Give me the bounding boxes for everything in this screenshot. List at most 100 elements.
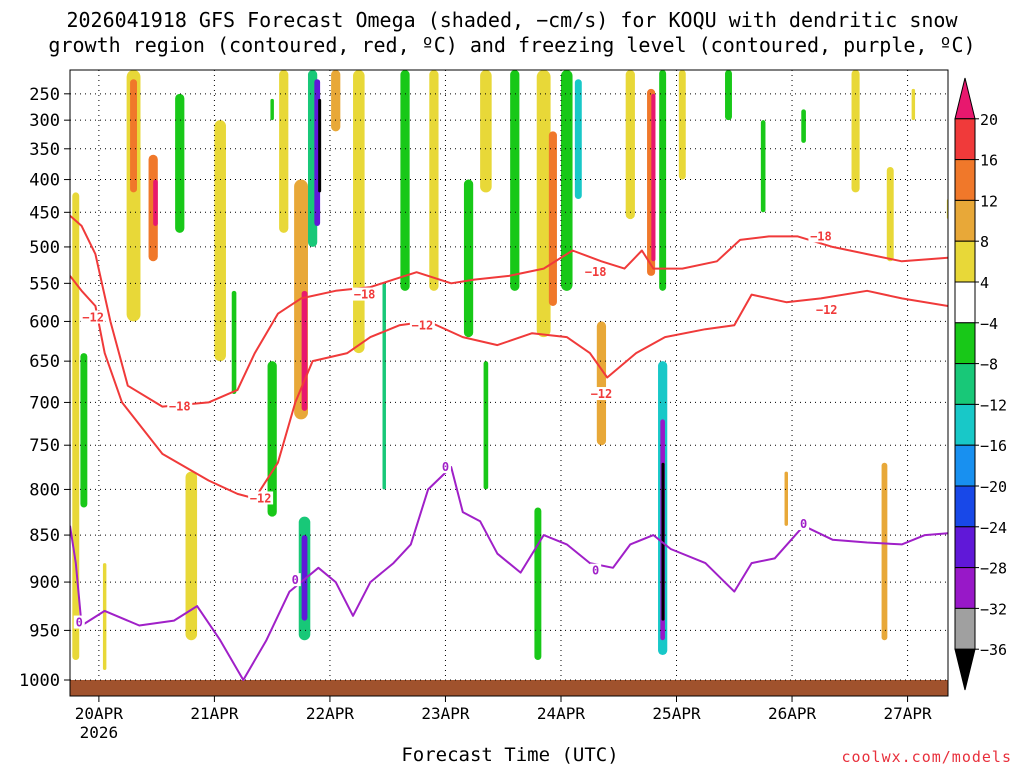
contour-label: −12	[816, 303, 838, 317]
y-tick-label: 750	[29, 436, 60, 456]
chart-title: 2026041918 GFS Forecast Omega (shaded, −…	[0, 8, 1024, 58]
omega-cell	[534, 507, 542, 661]
colorbar-label: −8	[980, 356, 998, 374]
omega-cell	[102, 563, 107, 670]
contour-label: −18	[585, 265, 607, 279]
colorbar-label: −36	[980, 641, 1007, 659]
omega-cell	[301, 535, 308, 621]
colorbar-label: −24	[980, 519, 1007, 537]
contour-label-bg	[808, 229, 834, 243]
x-tick-label: 24APR	[537, 704, 586, 723]
omega-cell	[851, 70, 860, 193]
contour-label: −12	[591, 387, 613, 401]
contour-label-bg	[289, 573, 301, 587]
omega-cell	[214, 120, 226, 362]
y-tick-label: 1000	[19, 671, 60, 691]
colorbar-cell	[954, 403, 976, 446]
colorbar-label: −4	[980, 315, 998, 333]
omega-cell	[881, 462, 888, 641]
contour-line	[70, 466, 948, 681]
contour-label-bg	[583, 265, 609, 279]
y-tick-label: 400	[29, 171, 60, 191]
omega-cell	[175, 93, 185, 233]
omega-cell	[596, 321, 607, 446]
omega-cell	[574, 79, 582, 199]
y-tick-label: 800	[29, 480, 60, 500]
omega-cell	[80, 353, 88, 508]
omega-cell	[231, 290, 237, 395]
omega-cell	[382, 283, 386, 490]
omega-cell	[536, 70, 551, 338]
omega-cell	[510, 70, 520, 291]
y-tick-label: 550	[29, 274, 60, 294]
x-tick-label: 23APR	[421, 704, 470, 723]
omega-cell	[560, 70, 573, 291]
x-tick-label: 21APR	[190, 704, 239, 723]
colorbar-label: 20	[980, 111, 998, 129]
omega-cell	[659, 70, 667, 291]
contour-label-bg	[814, 302, 840, 316]
chart-title-line2: growth region (contoured, red, ºC) and f…	[48, 33, 976, 57]
omega-cell	[400, 70, 410, 291]
contour-label: −12	[412, 318, 434, 332]
y-tick-label: 500	[29, 238, 60, 258]
y-tick-label: 250	[29, 85, 60, 105]
contour-label: 0	[592, 564, 599, 578]
omega-cell	[760, 120, 766, 213]
omega-cell	[801, 109, 806, 143]
plot-area	[70, 70, 948, 696]
contour-label-bg	[409, 318, 435, 332]
colorbar-label: −12	[980, 396, 1007, 414]
omega-cell	[72, 192, 80, 661]
x-tick-label: 20APR	[75, 704, 124, 723]
omega-cell	[463, 179, 474, 338]
colorbar-label: 16	[980, 152, 998, 170]
contour-label-bg	[588, 387, 614, 401]
colorbar-label: −20	[980, 478, 1007, 496]
x-tick-label: 27APR	[883, 704, 932, 723]
colorbar-label: 12	[980, 192, 998, 210]
x-tick-label: 22APR	[306, 704, 355, 723]
omega-cell	[651, 93, 656, 262]
omega-cell	[279, 70, 289, 233]
contour-label-bg	[80, 310, 106, 324]
colorbar-cell	[954, 240, 976, 283]
contour-label: 0	[76, 616, 83, 630]
omega-cell	[429, 70, 439, 291]
contour-label-bg	[248, 491, 274, 505]
omega-cell	[270, 98, 274, 121]
y-tick-label: 300	[29, 111, 60, 131]
omega-cell	[153, 179, 158, 226]
source-credit: coolwx.com/models	[841, 748, 1012, 766]
y-tick-label: 450	[29, 203, 60, 223]
y-tick-label: 650	[29, 352, 60, 372]
colorbar-label: 4	[980, 274, 989, 292]
colorbar-cell	[954, 648, 976, 691]
omega-cell	[886, 167, 894, 262]
contour-label: −12	[250, 491, 272, 505]
omega-cell	[911, 88, 916, 121]
omega-cell	[353, 70, 365, 354]
omega-cell	[185, 471, 198, 641]
y-tick-label: 900	[29, 573, 60, 593]
contour-label-bg	[352, 287, 378, 301]
omega-cell	[130, 79, 138, 193]
y-tick-label: 350	[29, 140, 60, 160]
colorbar-cell	[954, 526, 976, 569]
contour-label: −18	[169, 400, 191, 414]
colorbar-cell	[954, 159, 976, 201]
contour-label-bg	[439, 460, 451, 474]
chart-title-line1: 2026041918 GFS Forecast Omega (shaded, −…	[66, 8, 958, 32]
contour-label: 0	[292, 573, 299, 587]
colorbar-cell	[954, 322, 976, 365]
y-tick-label: 850	[29, 526, 60, 546]
colorbar-label: −28	[980, 560, 1007, 578]
omega-cell	[267, 361, 277, 517]
colorbar-cell	[954, 281, 976, 324]
colorbar-cell	[954, 118, 976, 161]
contour-label: 0	[442, 460, 449, 474]
colorbar-label: −32	[980, 600, 1007, 618]
contour-label-bg	[73, 615, 85, 629]
omega-cell	[480, 70, 492, 193]
